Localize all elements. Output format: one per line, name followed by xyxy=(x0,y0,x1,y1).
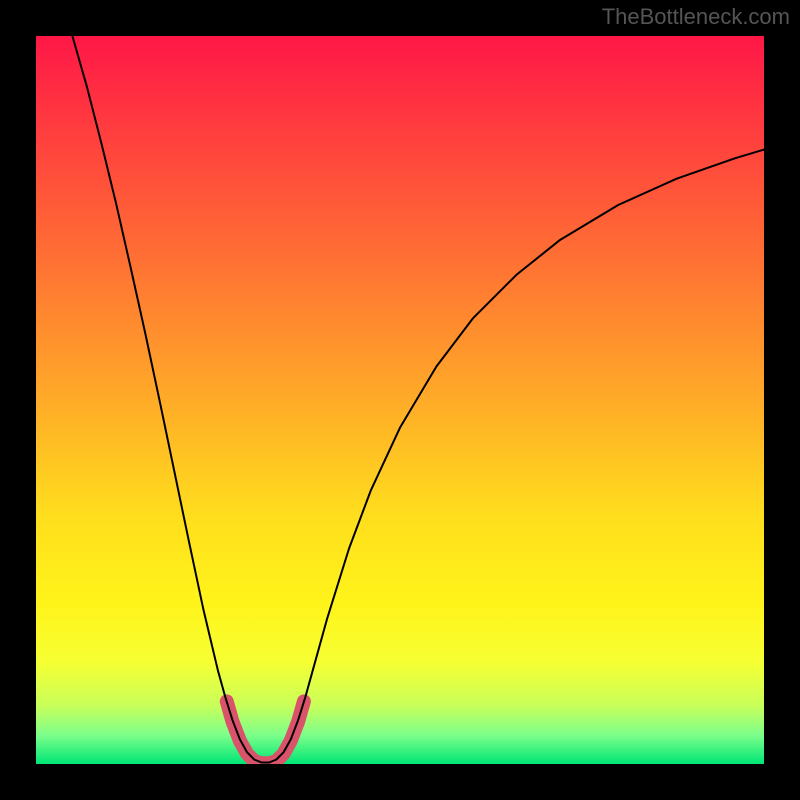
plot-svg xyxy=(36,36,764,764)
chart-frame: TheBottleneck.com xyxy=(0,0,800,800)
watermark-text: TheBottleneck.com xyxy=(602,4,790,30)
plot-area xyxy=(36,36,764,764)
plot-background xyxy=(36,36,764,764)
